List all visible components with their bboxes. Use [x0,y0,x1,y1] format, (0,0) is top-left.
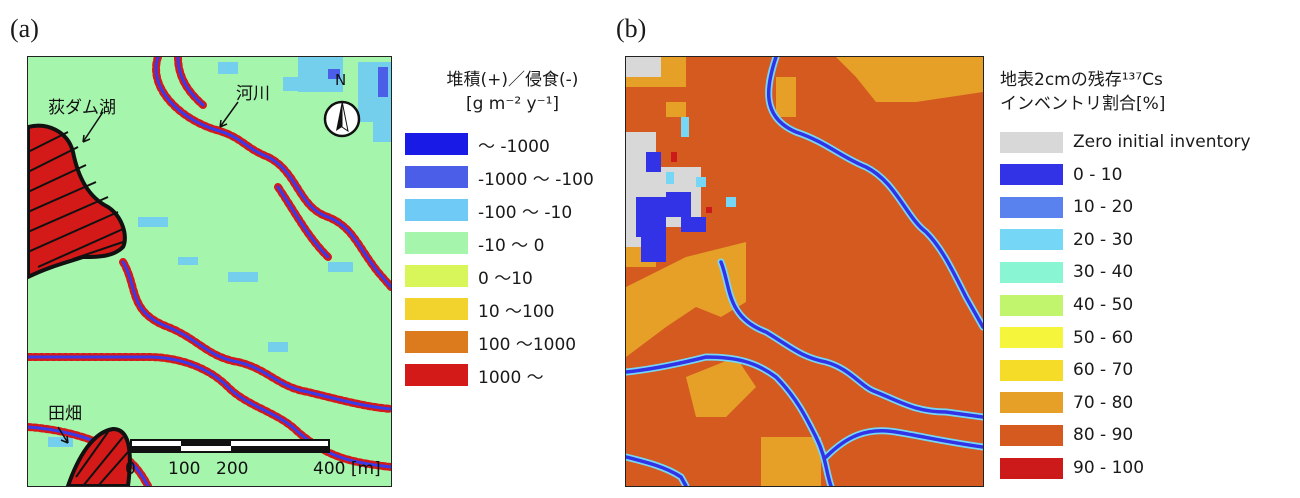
legend-a-item: 1000 〜 [405,363,544,388]
legend-a-label: 100 〜1000 [478,334,577,355]
legend-a-item: 10 〜100 [405,297,555,322]
legend-a-swatch [405,364,468,386]
legend-b-label: 0 - 10 [1073,164,1123,185]
panel-b-label: (b) [616,14,647,43]
legend-b-swatch [1000,327,1063,349]
legend-b-swatch [1000,229,1063,251]
legend-b-item: 20 - 30 [1000,228,1133,252]
legend-b-item: 30 - 40 [1000,260,1133,284]
legend-b-label: 90 - 100 [1073,458,1145,478]
legend-b-swatch [1000,294,1063,316]
legend-a-label: 〜 -1000 [478,136,550,157]
legend-a-label: -100 〜 -10 [478,202,573,223]
legend-b-item: 0 - 10 [1000,163,1122,187]
lake-label: 荻ダム湖 [48,98,116,118]
legend-b-swatch [1000,457,1063,479]
legend-a-label: -1000 〜 -100 [478,169,594,190]
legend-a-swatch [405,232,468,254]
legend-b-label: 10 - 20 [1073,197,1134,218]
legend-b-swatch [1000,392,1063,414]
legend-a-item: -100 〜 -10 [405,198,573,223]
legend-b-label: 20 - 30 [1073,229,1134,250]
legend-b-label: 50 - 60 [1073,327,1134,348]
legend-a-label: -10 〜 0 [478,235,545,256]
legend-b-swatch [1000,359,1063,381]
legend-a-title-line1: 堆積(+)／侵食(-) [446,70,579,90]
legend-b-item: 90 - 100 [1000,456,1144,480]
legend-b-item: 10 - 20 [1000,195,1133,219]
legend-b-item: 50 - 60 [1000,326,1133,350]
legend-b-item: 70 - 80 [1000,391,1133,415]
legend-a-item: 〜 -1000 [405,132,550,157]
river-label: 河川 [236,84,270,104]
legend-b-item: 80 - 90 [1000,423,1133,447]
scale-tick-100: 100 [168,459,201,479]
legend-a-label: 1000 〜 [478,367,544,388]
legend-b-swatch [1000,261,1063,283]
legend-b-label: 40 - 50 [1073,295,1134,315]
legend-b-item: Zero initial inventory [1000,130,1251,154]
legend-a-label: 10 〜100 [478,301,555,322]
legend-a-swatch [405,199,468,221]
scale-bar [130,439,330,453]
erosion-deposition-map: 荻ダム湖 河川 田畑 N 0 100 200 400 [m] [27,56,392,487]
map-b-canvas [626,57,983,486]
legend-b-title-line1: 地表2cmの残存¹³⁷Cs [1000,70,1163,90]
legend-b: 地表2cmの残存¹³⁷Cs インベントリ割合[%] Zero initial i… [1000,68,1300,479]
legend-b-label: Zero initial inventory [1073,132,1251,152]
legend-a-item: -10 〜 0 [405,231,545,256]
legend-a-swatch [405,331,468,353]
scale-tick-0: 0 [125,459,136,479]
scale-tick-200: 200 [216,459,249,479]
legend-a-swatch [405,133,468,155]
field-label: 田畑 [48,404,82,424]
legend-b-label: 30 - 40 [1073,262,1134,283]
north-label: N [335,71,347,89]
legend-a-swatch [405,265,468,287]
legend-b-item: 40 - 50 [1000,293,1133,317]
legend-a-swatch [405,298,468,320]
legend-a-item: -1000 〜 -100 [405,165,594,190]
north-arrow-icon [323,100,361,138]
legend-b-swatch [1000,131,1063,153]
legend-b-label: 80 - 90 [1073,425,1134,446]
map-a-canvas [28,57,391,486]
legend-b-swatch [1000,424,1063,446]
legend-a-label: 0 〜10 [478,268,533,289]
legend-a-swatch [405,166,468,188]
legend-a-item: 100 〜1000 [405,330,577,355]
legend-a-item: 0 〜10 [405,264,533,289]
cs137-inventory-map [625,56,984,487]
legend-a: 堆積(+)／侵食(-) [g m⁻² y⁻¹] 〜 -1000 -1000 〜 -… [405,68,620,388]
legend-b-title-line2: インベントリ割合[%] [1000,94,1166,114]
legend-b-label: 70 - 80 [1073,392,1134,413]
legend-b-swatch [1000,196,1063,218]
panel-a-label: (a) [10,14,39,43]
scale-tick-400: 400 [m] [313,459,381,479]
legend-b-label: 60 - 70 [1073,360,1134,381]
legend-a-title-line2: [g m⁻² y⁻¹] [465,94,560,114]
legend-b-item: 60 - 70 [1000,358,1133,382]
legend-b-swatch [1000,164,1063,186]
